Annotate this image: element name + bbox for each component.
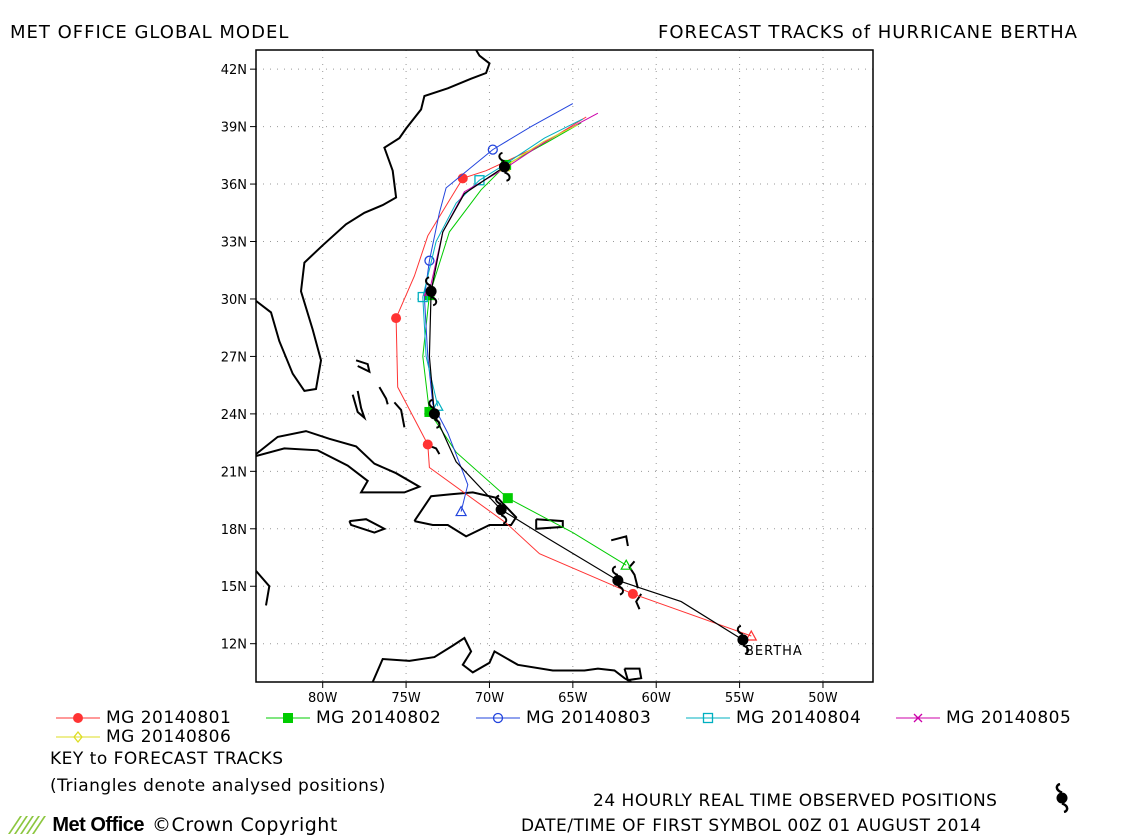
legend-swatch [56, 730, 100, 744]
coastline [393, 401, 406, 428]
y-tick-label: 33N [221, 236, 247, 251]
coastline [355, 359, 371, 374]
met-office-logo: Met Office ©Crown Copyright [6, 812, 338, 837]
coastline [623, 667, 643, 682]
legend-label: MG 20140802 [316, 708, 442, 728]
coastline [256, 430, 422, 494]
legend-swatch [896, 713, 940, 723]
legend-item: MG 20140802 [266, 708, 441, 728]
legend-item: MG 20140805 [896, 708, 1071, 728]
analysed-position-triangle [620, 558, 633, 570]
forecast-marker [502, 493, 513, 504]
legend-label: MG 20140803 [526, 708, 652, 728]
y-tick-label: 12N [221, 638, 247, 653]
copyright: ©Crown Copyright [152, 814, 338, 836]
observed-track-line [428, 166, 744, 641]
legend-marker [492, 712, 504, 724]
chart-title: FORECAST TRACKS of HURRICANE BERTHA [657, 22, 1078, 43]
analysed-position-triangle [745, 629, 758, 641]
coastline [610, 535, 629, 547]
x-tick-label: 75W [391, 691, 421, 706]
coastline [256, 50, 491, 392]
model-title: MET OFFICE GLOBAL MODEL [10, 22, 290, 43]
legend-marker [73, 730, 83, 744]
met-office-swoosh-icon [8, 816, 46, 834]
legend-marker [283, 713, 293, 723]
hurricane-symbol-icon [495, 494, 508, 525]
legend-marker [913, 713, 923, 723]
coastline [348, 518, 387, 534]
forecast-marker [422, 439, 433, 450]
observed-track [424, 151, 750, 655]
forecast-track-line [422, 118, 584, 407]
forecast-marker [417, 291, 428, 303]
y-tick-label: 15N [221, 580, 247, 595]
y-tick-label: 36N [221, 178, 247, 193]
coastline [378, 386, 389, 405]
legend-label: MG 20140805 [946, 708, 1072, 728]
key-title: KEY to FORECAST TRACKS [50, 749, 284, 769]
y-tick-label: 21N [221, 465, 247, 480]
legend-swatch [476, 712, 520, 724]
plot-frame [255, 49, 874, 683]
y-tick-label: 39N [221, 121, 247, 136]
legend-label: MG 20140801 [106, 708, 232, 728]
legend-item: MG 20140804 [686, 708, 861, 728]
forecast-marker [487, 144, 498, 155]
legend-label: MG 20140804 [736, 708, 862, 728]
legend-item: MG 20140801 [56, 708, 231, 728]
x-tick-label: 55W [725, 691, 755, 706]
analysed-position-triangle [455, 505, 468, 517]
legend-marker [702, 712, 714, 724]
x-tick-label: 70W [475, 691, 505, 706]
brand-name: Met Office [52, 814, 145, 836]
coastline [326, 42, 386, 46]
datetime-note: DATE/TIME OF FIRST SYMBOL 00Z 01 AUGUST … [521, 816, 982, 836]
x-tick-label: 80W [308, 691, 338, 706]
hurricane-symbol-icon [498, 151, 511, 182]
coastline [256, 570, 271, 606]
coastline [413, 491, 518, 538]
map-grid [256, 50, 873, 682]
legend-swatch [266, 713, 310, 723]
forecast-track-line [422, 122, 627, 566]
legend-label: MG 20140806 [106, 727, 232, 747]
hurricane-symbol-icon [424, 276, 438, 307]
legend-swatch [56, 713, 100, 723]
x-tick-label: 65W [558, 691, 588, 706]
map-axes: 80W 75W 70W 65W 60W 55W 50W 12N 15N 18N 21N 24N 27N 3… [221, 63, 838, 706]
triangle-note: (Triangles denote analysed positions) [50, 776, 386, 796]
storm-label: BERTHA [745, 644, 803, 659]
y-tick-label: 30N [221, 293, 247, 308]
hurricane-symbol-icon [1055, 783, 1069, 813]
legend-item: MG 20140803 [476, 708, 651, 728]
coastline [371, 636, 632, 682]
forecast-track-line [428, 112, 599, 292]
coastlines [256, 42, 643, 682]
y-tick-label: 27N [221, 350, 247, 365]
forecast-marker [424, 255, 435, 266]
forecast-track-line [395, 116, 752, 637]
forecast-marker [391, 313, 402, 324]
y-tick-label: 24N [221, 408, 247, 423]
observed-note: 24 HOURLY REAL TIME OBSERVED POSITIONS [593, 791, 998, 811]
coastline [351, 390, 367, 421]
y-tick-label: 18N [221, 523, 247, 538]
hurricane-symbol-icon [736, 624, 750, 655]
y-tick-label: 42N [221, 63, 247, 78]
x-tick-label: 60W [642, 691, 672, 706]
legend-swatch [686, 712, 730, 724]
x-tick-label: 50W [808, 691, 838, 706]
coastline [628, 560, 639, 589]
forecast-marker [627, 588, 638, 599]
hurricane-symbol-icon [428, 398, 441, 429]
forecast-track-line [504, 124, 579, 168]
legend-marker [73, 713, 83, 723]
hurricane-symbol-icon [611, 565, 624, 596]
legend-item: MG 20140806 [56, 727, 231, 747]
